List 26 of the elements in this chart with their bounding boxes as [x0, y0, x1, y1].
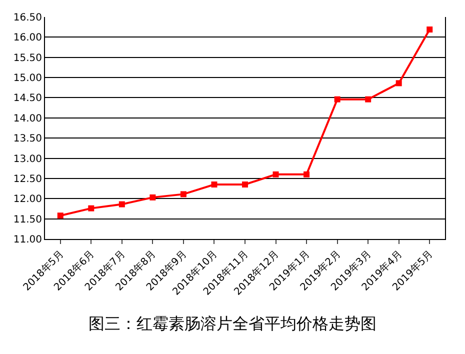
y-tick-label: 14.00 [13, 113, 42, 124]
y-tick-label: 12.00 [13, 194, 42, 206]
point [242, 182, 248, 188]
y-tick-label: 16.00 [13, 32, 42, 44]
point [88, 205, 94, 212]
text: 图三：红霉素肠溶片全省平均价格走势图 [88, 314, 376, 334]
point [365, 96, 372, 102]
point [334, 96, 340, 102]
y-tick-label: 14.50 [13, 93, 42, 104]
y-tick-label: 11.00 [13, 234, 42, 246]
y-tick-label: 11.50 [13, 214, 42, 226]
point [150, 194, 156, 200]
point [180, 191, 186, 198]
y-tick-label: 12.50 [13, 174, 42, 185]
point [304, 171, 310, 178]
y-tick-label: 13.00 [13, 154, 42, 165]
point [396, 80, 402, 86]
y-tick-label: 16.50 [13, 12, 42, 24]
point [211, 182, 218, 188]
point [118, 201, 125, 208]
y-tick-label: 13.50 [13, 134, 42, 145]
point [272, 171, 279, 178]
y-tick-label: 15.50 [13, 52, 42, 64]
point [57, 212, 64, 219]
point [426, 26, 433, 33]
y-tick-label: 15.00 [13, 73, 42, 84]
